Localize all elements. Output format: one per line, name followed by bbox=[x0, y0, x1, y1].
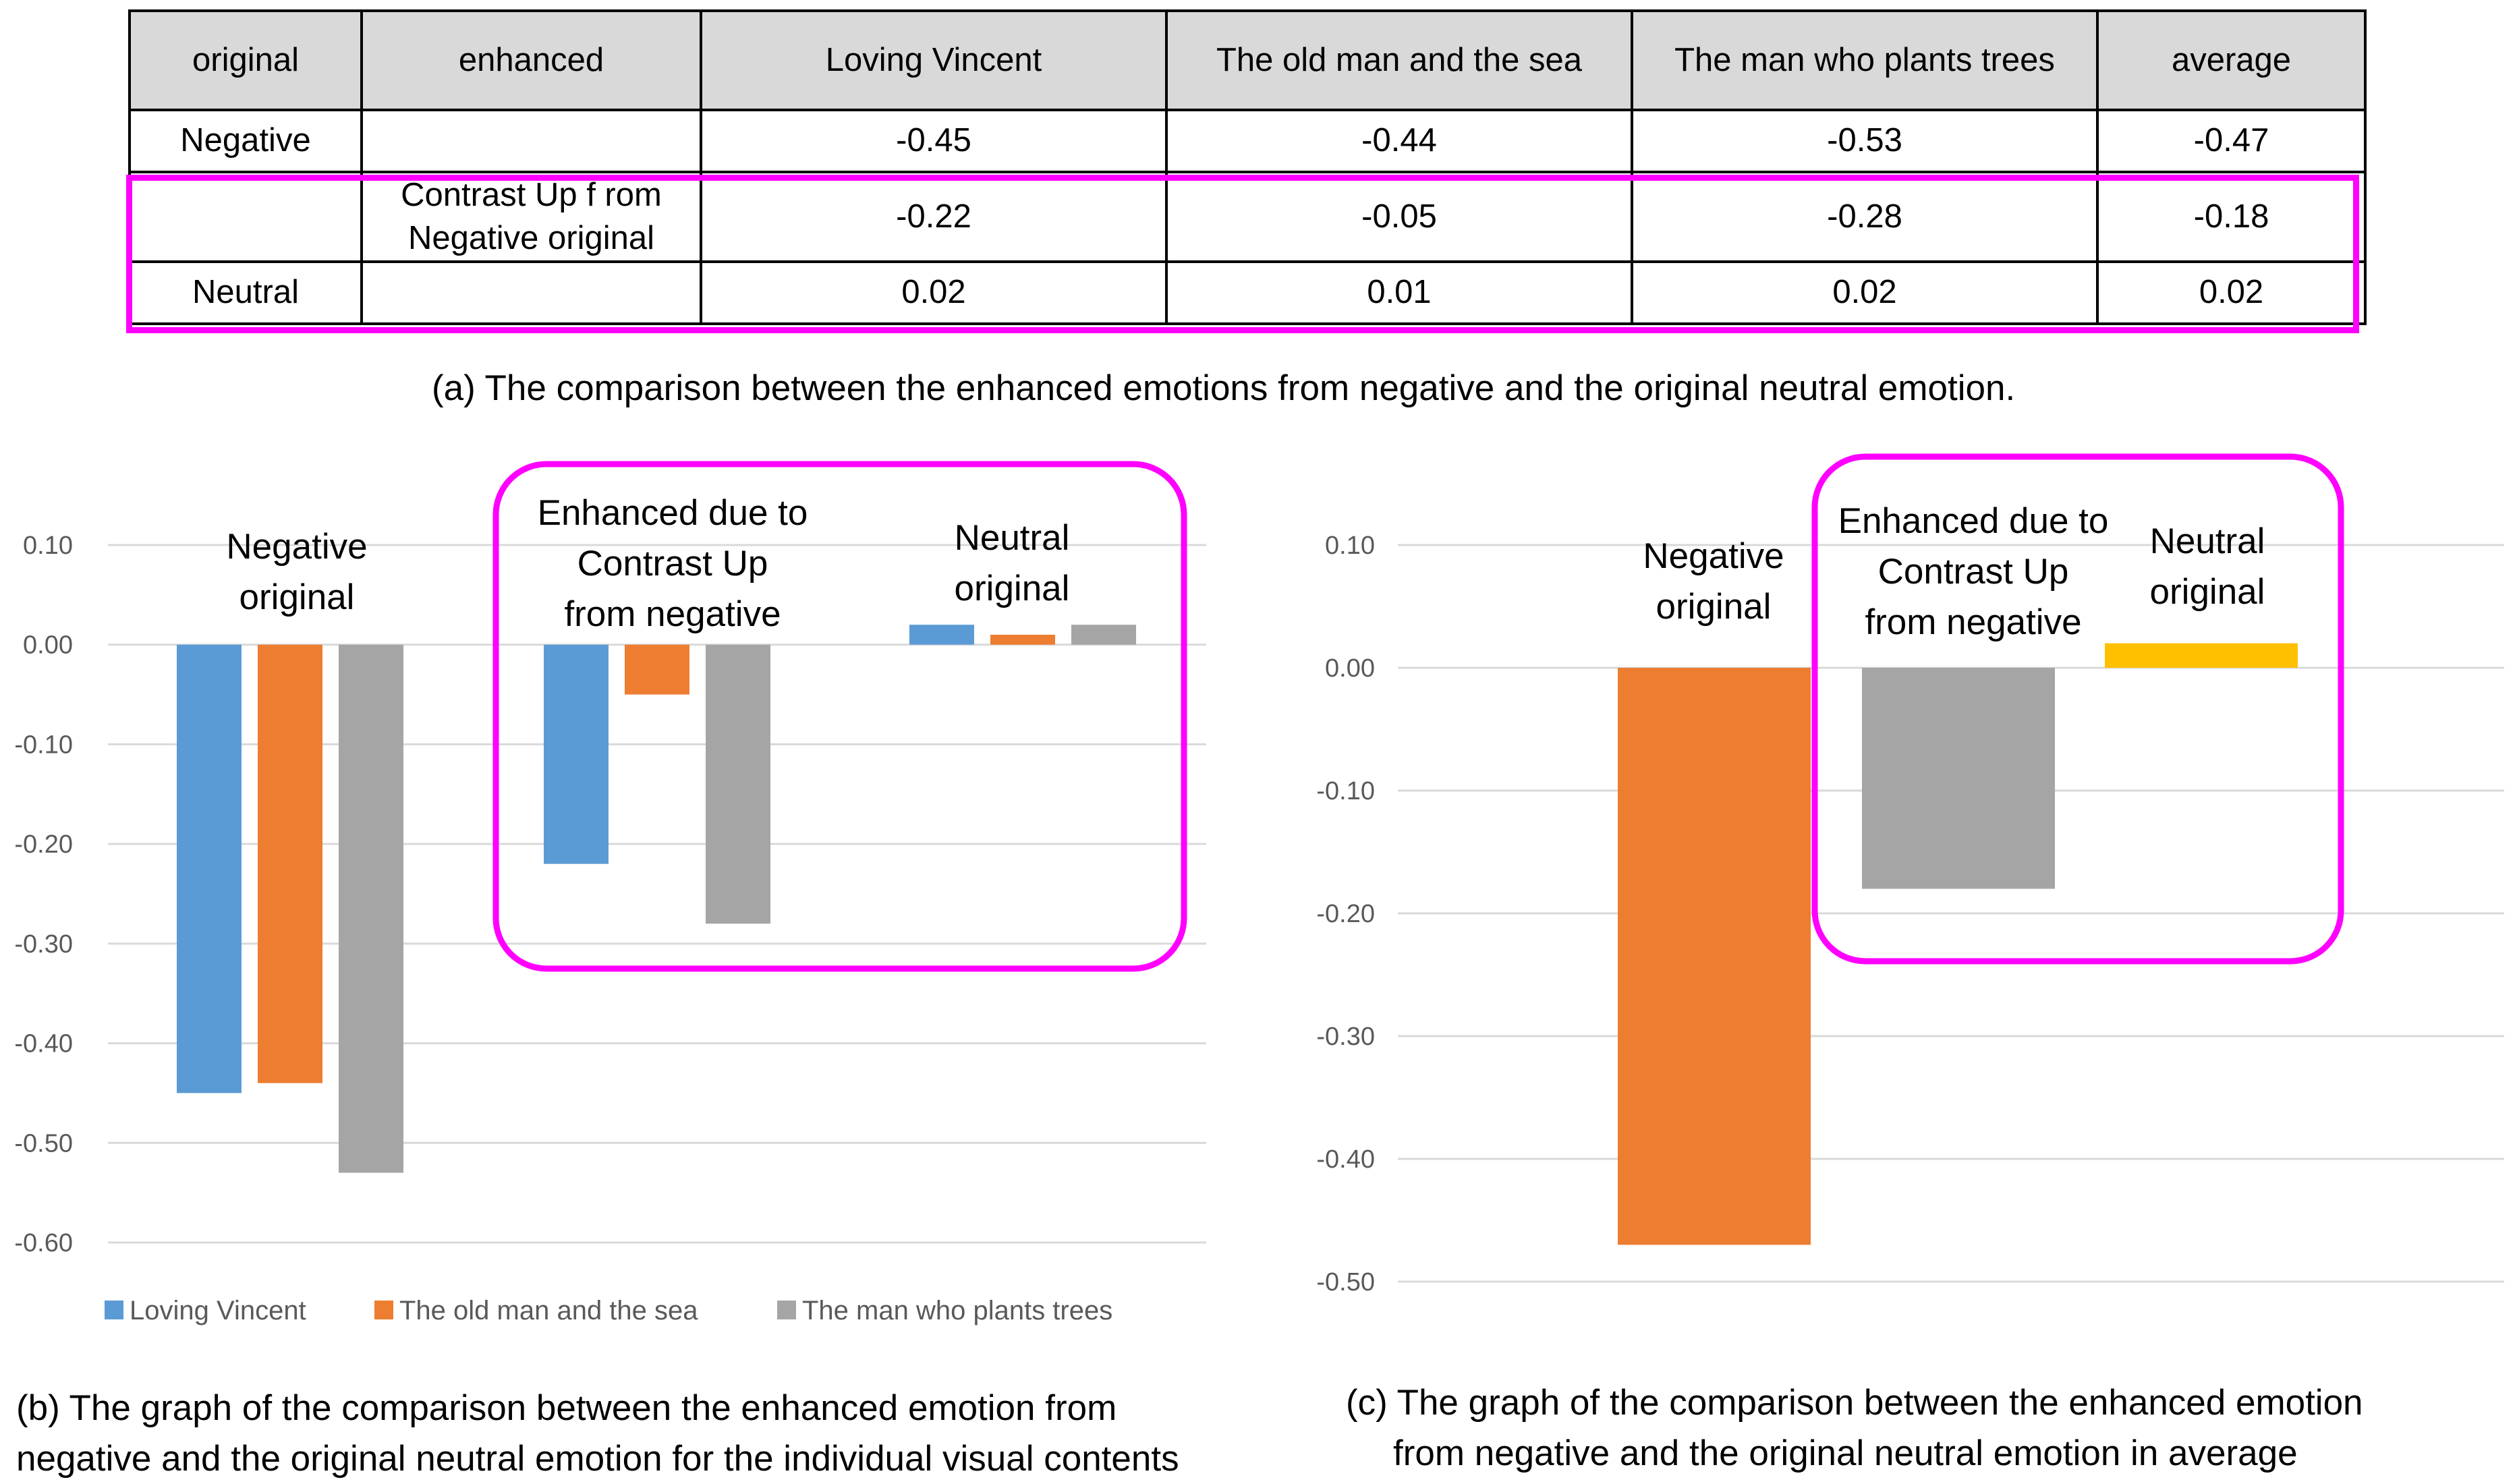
cell-value: -0.28 bbox=[1631, 171, 2099, 263]
category-label: Enhanced due to bbox=[1838, 501, 2109, 541]
cell-value: -0.53 bbox=[1631, 109, 2099, 173]
highlight-box bbox=[1811, 453, 2344, 965]
header-average: average bbox=[2096, 9, 2367, 111]
cell-value: 0.02 bbox=[1631, 260, 2099, 325]
category-label: Neutral bbox=[955, 518, 1070, 558]
header-enhanced: enhanced bbox=[360, 9, 702, 111]
y-tick-label: 0.00 bbox=[23, 631, 73, 660]
caption-c-line1: (c) The graph of the comparison between … bbox=[1346, 1383, 2363, 1423]
legend-swatch bbox=[105, 1301, 123, 1319]
bar bbox=[177, 644, 242, 1093]
cell-value: -0.05 bbox=[1165, 171, 1633, 263]
legend-swatch bbox=[374, 1301, 393, 1319]
cell-enhanced: Contrast Up f rom Negative original bbox=[360, 171, 702, 263]
category-label: from negative bbox=[1865, 602, 2081, 642]
y-tick-label: 0.10 bbox=[23, 532, 73, 560]
header-old-man-sea: The old man and the sea bbox=[1165, 9, 1633, 111]
y-tick-label: -0.60 bbox=[14, 1229, 73, 1257]
cell-enhanced bbox=[360, 260, 702, 325]
chart-individual-contents: 0.10 0.00 -0.10 -0.20 -0.30 -0.40 -0.50 -0.60 Ne… bbox=[14, 461, 1206, 1325]
cell-original bbox=[128, 171, 363, 263]
bar bbox=[258, 644, 322, 1083]
bar bbox=[625, 644, 689, 695]
bar bbox=[1862, 668, 2055, 889]
bar bbox=[544, 644, 609, 864]
bar bbox=[2105, 643, 2298, 668]
y-tick-label: -0.30 bbox=[14, 930, 73, 959]
bar bbox=[706, 644, 770, 924]
y-tick-label: -0.40 bbox=[1316, 1145, 1375, 1174]
bar bbox=[339, 644, 403, 1173]
category-label: Neutral bbox=[2150, 521, 2265, 561]
category-label: original bbox=[1656, 587, 1772, 627]
table-row: Contrast Up f rom Negative original -0.2… bbox=[128, 171, 2367, 263]
cell-enhanced bbox=[360, 109, 702, 173]
legend-label: The old man and the sea bbox=[399, 1296, 698, 1325]
table-row: Negative -0.45 -0.44 -0.53 -0.47 bbox=[128, 109, 2367, 173]
category-label: from negative bbox=[564, 594, 781, 634]
caption-b-line2: negative and the original neutral emotio… bbox=[16, 1439, 1179, 1479]
legend-swatch bbox=[777, 1301, 796, 1319]
header-original: original bbox=[128, 9, 363, 111]
y-tick-label: -0.10 bbox=[14, 731, 73, 759]
y-tick-label: -0.10 bbox=[1316, 777, 1375, 805]
cell-value: -0.18 bbox=[2096, 171, 2367, 263]
y-tick-label: -0.50 bbox=[1316, 1268, 1375, 1296]
header-man-plants-trees: The man who plants trees bbox=[1631, 9, 2099, 111]
chart-average: 0.10 0.00 -0.10 -0.20 -0.30 -0.40 -0.50 Negativ… bbox=[1316, 453, 2504, 1296]
cell-value: -0.45 bbox=[700, 109, 1168, 173]
header-loving-vincent: Loving Vincent bbox=[700, 9, 1168, 111]
cell-value: 0.01 bbox=[1165, 260, 1633, 325]
comparison-table: original enhanced Loving Vincent The old… bbox=[128, 9, 2367, 325]
y-tick-label: 0.00 bbox=[1325, 654, 1375, 683]
y-tick-label: -0.50 bbox=[14, 1129, 73, 1158]
category-label: Negative bbox=[226, 527, 367, 567]
bar bbox=[909, 625, 974, 645]
bar bbox=[1618, 668, 1811, 1245]
cell-value: 0.02 bbox=[2096, 260, 2367, 325]
category-label: original bbox=[2150, 572, 2265, 612]
category-label: Negative bbox=[1643, 536, 1784, 576]
table-header-row: original enhanced Loving Vincent The old… bbox=[128, 9, 2367, 111]
caption-b-line1: (b) The graph of the comparison between … bbox=[16, 1388, 1117, 1428]
highlight-box bbox=[492, 461, 1187, 972]
category-label: original bbox=[955, 569, 1070, 608]
caption-c-line2: from negative and the original neutral e… bbox=[1393, 1433, 2298, 1473]
category-label: Contrast Up bbox=[1878, 552, 2069, 592]
comparison-table-container: original enhanced Loving Vincent The old… bbox=[128, 9, 2367, 325]
y-tick-label: -0.20 bbox=[14, 830, 73, 859]
bar bbox=[990, 634, 1055, 645]
cell-value: -0.44 bbox=[1165, 109, 1633, 173]
cell-original: Neutral bbox=[128, 260, 363, 325]
category-label: Contrast Up bbox=[577, 544, 768, 583]
table-row: Neutral 0.02 0.01 0.02 0.02 bbox=[128, 260, 2367, 325]
y-tick-label: -0.40 bbox=[14, 1030, 73, 1058]
legend-label: The man who plants trees bbox=[802, 1296, 1112, 1325]
cell-value: -0.47 bbox=[2096, 109, 2367, 173]
y-tick-label: 0.10 bbox=[1325, 532, 1375, 560]
cell-value: 0.02 bbox=[700, 260, 1168, 325]
caption-a: (a) The comparison between the enhanced … bbox=[432, 368, 2016, 408]
cell-original: Negative bbox=[128, 109, 363, 173]
y-tick-label: -0.20 bbox=[1316, 900, 1375, 928]
category-label: Enhanced due to bbox=[538, 493, 808, 533]
legend-label: Loving Vincent bbox=[130, 1296, 306, 1325]
category-label: original bbox=[239, 577, 355, 617]
y-tick-label: -0.30 bbox=[1316, 1023, 1375, 1051]
bar bbox=[1071, 625, 1136, 645]
cell-value: -0.22 bbox=[700, 171, 1168, 263]
